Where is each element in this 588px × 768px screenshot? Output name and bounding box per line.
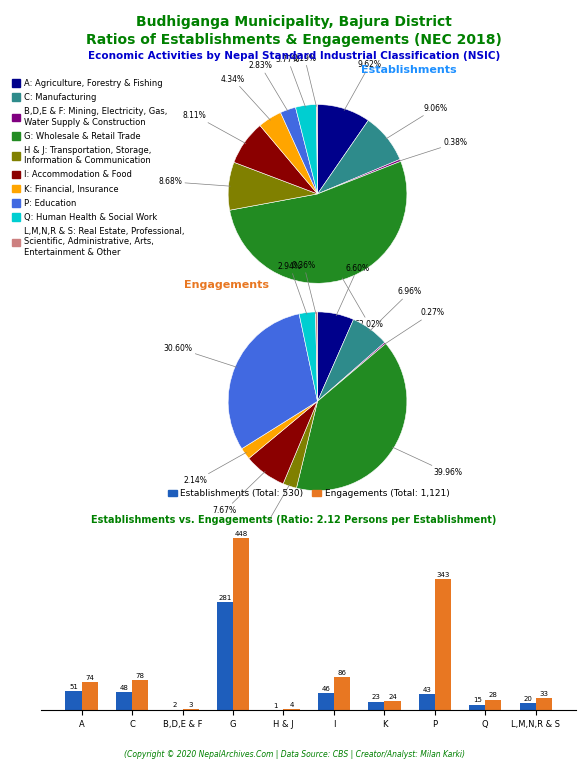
Text: 46: 46: [322, 686, 330, 691]
Text: 9.62%: 9.62%: [344, 60, 382, 111]
Bar: [82, 682, 98, 710]
Bar: [318, 693, 334, 710]
Bar: [233, 538, 249, 710]
Text: 24: 24: [388, 694, 397, 700]
Text: 74: 74: [85, 675, 94, 681]
Bar: [385, 701, 400, 710]
Text: 51: 51: [69, 684, 78, 690]
Wedge shape: [230, 161, 407, 283]
Legend: A: Agriculture, Forestry & Fishing, C: Manufacturing, B,D,E & F: Mining, Electri: A: Agriculture, Forestry & Fishing, C: M…: [10, 77, 186, 259]
Bar: [65, 691, 82, 710]
Text: Economic Activities by Nepal Standard Industrial Classification (NSIC): Economic Activities by Nepal Standard In…: [88, 51, 500, 61]
Text: 23: 23: [372, 694, 381, 700]
Bar: [536, 697, 552, 710]
Wedge shape: [242, 401, 318, 458]
Wedge shape: [318, 312, 353, 401]
Text: (Copyright © 2020 NepalArchives.Com | Data Source: CBS | Creator/Analyst: Milan : (Copyright © 2020 NepalArchives.Com | Da…: [123, 750, 465, 759]
Text: 0.36%: 0.36%: [292, 261, 316, 313]
Bar: [419, 694, 435, 710]
Text: 3: 3: [188, 702, 193, 708]
Text: 3.77%: 3.77%: [276, 55, 306, 107]
Text: 33: 33: [539, 690, 549, 697]
Wedge shape: [318, 159, 401, 194]
Text: 1: 1: [273, 703, 278, 709]
Bar: [469, 705, 485, 710]
Text: 43: 43: [422, 687, 431, 693]
Bar: [368, 702, 385, 710]
Text: 2.14%: 2.14%: [183, 452, 246, 485]
Wedge shape: [234, 125, 318, 194]
Text: 0.38%: 0.38%: [399, 138, 467, 161]
Bar: [132, 680, 148, 710]
Text: 2.50%: 2.50%: [251, 485, 290, 535]
Text: 9.06%: 9.06%: [386, 104, 447, 139]
Text: 281: 281: [218, 595, 232, 601]
Wedge shape: [280, 108, 318, 194]
Text: 0.19%: 0.19%: [293, 54, 317, 106]
Text: 30.60%: 30.60%: [163, 343, 237, 367]
Wedge shape: [283, 401, 318, 488]
Text: 7.67%: 7.67%: [213, 472, 265, 515]
Text: Engagements: Engagements: [184, 280, 269, 290]
Bar: [283, 709, 300, 710]
Text: 39.96%: 39.96%: [392, 447, 462, 477]
Text: 2: 2: [172, 703, 176, 708]
Text: 8.68%: 8.68%: [158, 177, 230, 187]
Wedge shape: [316, 104, 318, 194]
Wedge shape: [296, 104, 318, 194]
Text: Establishments: Establishments: [361, 65, 456, 74]
Text: Establishments vs. Engagements (Ratio: 2.12 Persons per Establishment): Establishments vs. Engagements (Ratio: 2…: [91, 515, 497, 525]
Text: 2.94%: 2.94%: [278, 262, 307, 314]
Text: 448: 448: [235, 531, 248, 538]
Wedge shape: [228, 162, 318, 210]
Text: Budhiganga Municipality, Bajura District: Budhiganga Municipality, Bajura District: [136, 15, 452, 29]
Text: 2.83%: 2.83%: [249, 61, 288, 111]
Wedge shape: [260, 113, 318, 194]
Wedge shape: [318, 343, 386, 401]
Legend: Establishments (Total: 530), Engagements (Total: 1,121): Establishments (Total: 530), Engagements…: [164, 485, 453, 502]
Wedge shape: [318, 319, 385, 401]
Wedge shape: [318, 121, 400, 194]
Text: 53.02%: 53.02%: [342, 278, 384, 329]
Text: 343: 343: [436, 571, 450, 578]
Text: 8.11%: 8.11%: [183, 111, 246, 144]
Bar: [485, 700, 502, 710]
Text: 6.96%: 6.96%: [370, 287, 422, 331]
Text: 0.27%: 0.27%: [384, 308, 445, 344]
Text: 4.34%: 4.34%: [221, 74, 270, 120]
Text: 4: 4: [289, 702, 294, 708]
Text: 6.60%: 6.60%: [336, 264, 370, 316]
Bar: [334, 677, 350, 710]
Text: 20: 20: [523, 696, 532, 702]
Wedge shape: [316, 312, 318, 401]
Text: 78: 78: [136, 674, 145, 680]
Bar: [520, 703, 536, 710]
Text: 86: 86: [338, 670, 346, 677]
Wedge shape: [228, 314, 318, 449]
Bar: [217, 602, 233, 710]
Text: Ratios of Establishments & Engagements (NEC 2018): Ratios of Establishments & Engagements (…: [86, 33, 502, 47]
Text: 28: 28: [489, 693, 498, 699]
Wedge shape: [296, 343, 407, 491]
Wedge shape: [249, 401, 318, 484]
Text: 15: 15: [473, 697, 482, 703]
Bar: [435, 579, 451, 710]
Wedge shape: [299, 312, 318, 401]
Text: 48: 48: [119, 685, 128, 691]
Wedge shape: [318, 104, 368, 194]
Bar: [116, 692, 132, 710]
